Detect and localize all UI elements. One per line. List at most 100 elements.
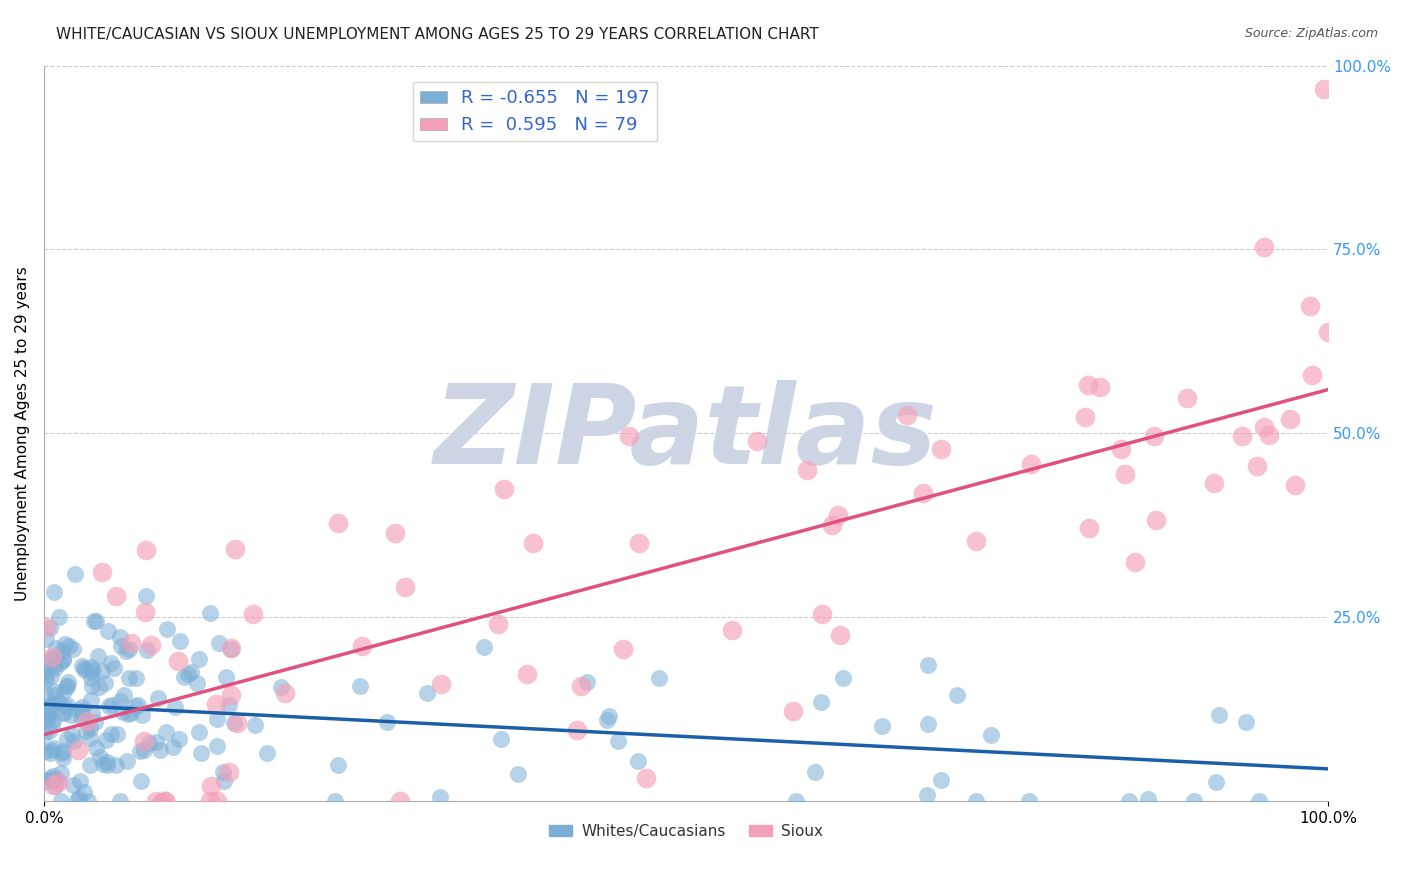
Point [76,794,98,808]
Point [56,675,79,690]
Point [35,619,58,633]
Point [219,688,242,702]
Point [34,774,56,789]
Point [1078,521,1101,535]
Point [84,614,107,628]
Point [188,725,211,739]
Point [595,713,617,727]
Point [929,772,952,787]
Point [212,774,235,789]
Point [150,794,173,808]
Point [155,724,177,739]
Point [965,794,987,808]
Point [153,794,176,808]
Point [39,772,62,786]
Point [173,670,195,684]
Point [929,442,952,457]
Point [89,750,111,764]
Point [135,543,157,558]
Point [492,482,515,496]
Point [1021,458,1043,472]
Point [243,718,266,732]
Point [52,744,75,758]
Point [117,707,139,722]
Point [41,650,63,665]
Point [55,679,77,693]
Point [1182,794,1205,808]
Point [167,654,190,668]
Point [132,743,155,757]
Point [34,744,56,758]
Point [569,679,592,693]
Point [84,715,107,730]
Point [627,754,650,768]
Point [44,651,66,665]
Point [350,639,373,653]
Point [44,585,66,599]
Point [76,714,98,728]
Point [1230,429,1253,443]
Point [489,732,512,747]
Point [242,607,264,621]
Text: WHITE/CAUCASIAN VS SIOUX UNEMPLOYMENT AMONG AGES 25 TO 29 YEARS CORRELATION CHAR: WHITE/CAUCASIAN VS SIOUX UNEMPLOYMENT AM… [56,27,818,42]
Point [136,643,159,657]
Point [90,664,112,678]
Point [42,713,65,727]
Point [628,535,651,549]
Point [100,656,122,670]
Point [1114,467,1136,482]
Point [145,735,167,749]
Point [204,697,226,711]
Point [62,642,84,657]
Point [41,769,63,783]
Point [1202,475,1225,490]
Point [219,641,242,656]
Point [134,605,156,619]
Point [51,653,73,667]
Point [1246,459,1268,474]
Point [53,684,76,698]
Point [44,657,66,672]
Legend: Whites/Caucasians, Sioux: Whites/Caucasians, Sioux [543,817,830,845]
Point [827,508,849,522]
Point [34,670,56,684]
Point [118,671,141,685]
Point [785,794,807,808]
Point [506,767,529,781]
Point [1175,391,1198,405]
Point [138,736,160,750]
Y-axis label: Unemployment Among Ages 25 to 29 years: Unemployment Among Ages 25 to 29 years [15,266,30,600]
Point [565,723,588,737]
Point [416,686,439,700]
Point [169,731,191,746]
Point [1123,555,1146,569]
Point [180,665,202,680]
Point [747,434,769,448]
Point [782,704,804,718]
Point [53,706,76,721]
Point [82,679,104,693]
Point [803,765,825,780]
Point [1301,368,1323,382]
Point [53,637,76,651]
Point [55,698,77,712]
Point [56,679,79,693]
Point [44,684,66,698]
Point [80,706,103,721]
Point [915,788,938,802]
Point [389,794,412,808]
Point [105,757,128,772]
Point [162,739,184,754]
Point [100,727,122,741]
Point [115,644,138,658]
Point [208,636,231,650]
Point [96,756,118,770]
Point [51,794,73,808]
Point [108,693,131,707]
Point [207,794,229,808]
Point [48,695,70,709]
Point [45,641,67,656]
Point [186,676,208,690]
Point [811,607,834,622]
Point [472,640,495,654]
